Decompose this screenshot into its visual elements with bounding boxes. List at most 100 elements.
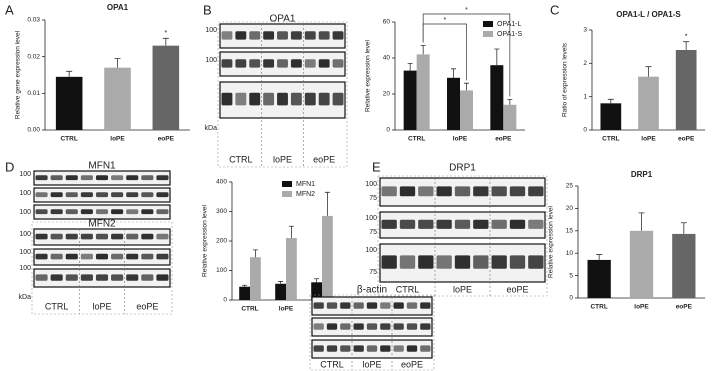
- blot-marker: 100: [205, 57, 217, 64]
- chart-title: DRP1: [631, 170, 653, 179]
- blot-band: [35, 192, 48, 198]
- legend-swatch: [282, 191, 292, 197]
- blot-band: [35, 233, 48, 240]
- blot-band: [277, 92, 288, 106]
- blot-band: [381, 255, 397, 269]
- blot-band: [65, 192, 78, 198]
- blot-band: [35, 274, 48, 281]
- blot-band: [263, 31, 275, 40]
- blot-band: [277, 59, 288, 68]
- y-tick-label: 2: [583, 60, 587, 67]
- blot-band: [65, 175, 78, 181]
- blot-band: [126, 253, 139, 260]
- y-tick-label: 1: [583, 93, 587, 100]
- bar: [322, 215, 333, 300]
- blot-band: [454, 219, 471, 229]
- blot-band: [340, 302, 351, 309]
- y-tick-label: 25: [566, 183, 574, 190]
- blot-band: [141, 274, 154, 281]
- y-tick-label: 10: [566, 250, 574, 257]
- blot-band: [80, 274, 93, 281]
- blot-band: [95, 175, 109, 181]
- blot-band: [111, 274, 124, 281]
- y-axis-label: Relative gene expression level: [15, 30, 22, 119]
- panel-letter: C: [550, 2, 559, 17]
- group-label: eoPE: [136, 301, 158, 311]
- x-tick-label: CTRL: [602, 136, 619, 143]
- blot-band: [332, 92, 344, 106]
- y-tick-label: 20: [566, 205, 574, 212]
- blot-band: [111, 253, 124, 260]
- y-axis-label: Relative expression level: [548, 206, 555, 278]
- blot-marker: 100: [19, 231, 31, 238]
- blot-band: [95, 209, 109, 215]
- blot-band: [235, 59, 247, 68]
- bar: [239, 286, 250, 300]
- y-tick-label: 0.01: [27, 90, 40, 97]
- error-bar: [607, 98, 614, 104]
- error-bar: [66, 70, 73, 77]
- blot-band: [304, 59, 316, 68]
- significance: *: [685, 34, 688, 41]
- panel-letter: A: [5, 2, 14, 17]
- blot-unit: kDa: [19, 294, 32, 301]
- blot-band: [399, 186, 416, 197]
- blot-band: [290, 59, 302, 68]
- blot-band: [418, 255, 434, 269]
- significance: *: [164, 30, 167, 37]
- y-tick-label: 15: [566, 228, 574, 235]
- blot-band: [436, 186, 452, 197]
- blot-band: [156, 233, 169, 240]
- blot-marker: 100: [365, 215, 377, 222]
- blot-band: [141, 253, 154, 260]
- error-bar: [464, 82, 469, 91]
- group-label: loPE: [92, 301, 111, 311]
- y-tick-label: 0.02: [27, 53, 40, 60]
- y-axis-label: Relative expression level: [202, 205, 209, 277]
- y-tick-label: 0.00: [27, 127, 40, 134]
- blot-band: [326, 345, 338, 352]
- blot-band: [249, 59, 261, 68]
- blot-band: [393, 345, 404, 352]
- error-bar: [645, 66, 652, 77]
- blot-marker: 100: [365, 181, 377, 188]
- significance-bracket: [422, 13, 511, 97]
- blot-band: [156, 175, 169, 181]
- y-axis-label: Ratio of expression levels: [562, 42, 569, 117]
- error-bar: [324, 191, 330, 216]
- blot-band: [406, 323, 418, 330]
- error-bar: [252, 249, 258, 258]
- group-label: CTRL: [396, 284, 420, 294]
- x-tick-label: CTRL: [241, 306, 258, 313]
- bar: [311, 282, 322, 300]
- group-label: CTRL: [45, 301, 69, 311]
- x-tick-label: loPE: [634, 304, 649, 311]
- blot-band: [95, 253, 109, 260]
- bar: [587, 259, 611, 298]
- blot-band: [80, 209, 93, 215]
- blot-band: [50, 233, 63, 240]
- blot-band: [65, 209, 78, 215]
- x-tick-label: loPE: [453, 136, 468, 143]
- bar: [460, 90, 473, 130]
- y-tick-label: 3: [583, 27, 587, 34]
- legend-swatch: [483, 21, 493, 27]
- blot-band: [50, 253, 63, 260]
- blot-band: [528, 219, 544, 229]
- blot-band: [290, 92, 302, 106]
- y-tick-label: 0.03: [27, 17, 40, 24]
- error-bar: [420, 45, 426, 55]
- blot-band: [65, 233, 78, 240]
- blot-band: [313, 302, 324, 309]
- bar: [447, 77, 460, 130]
- blot-band: [318, 31, 330, 40]
- error-bar: [494, 48, 500, 66]
- group-label: CTRL: [229, 154, 253, 164]
- blot-marker: 100: [19, 190, 31, 197]
- blot-frame: [377, 175, 548, 297]
- blot-band: [156, 274, 169, 281]
- y-tick-label: 5: [569, 272, 573, 279]
- blot-band: [235, 31, 247, 40]
- blot-unit: kDa: [205, 125, 218, 132]
